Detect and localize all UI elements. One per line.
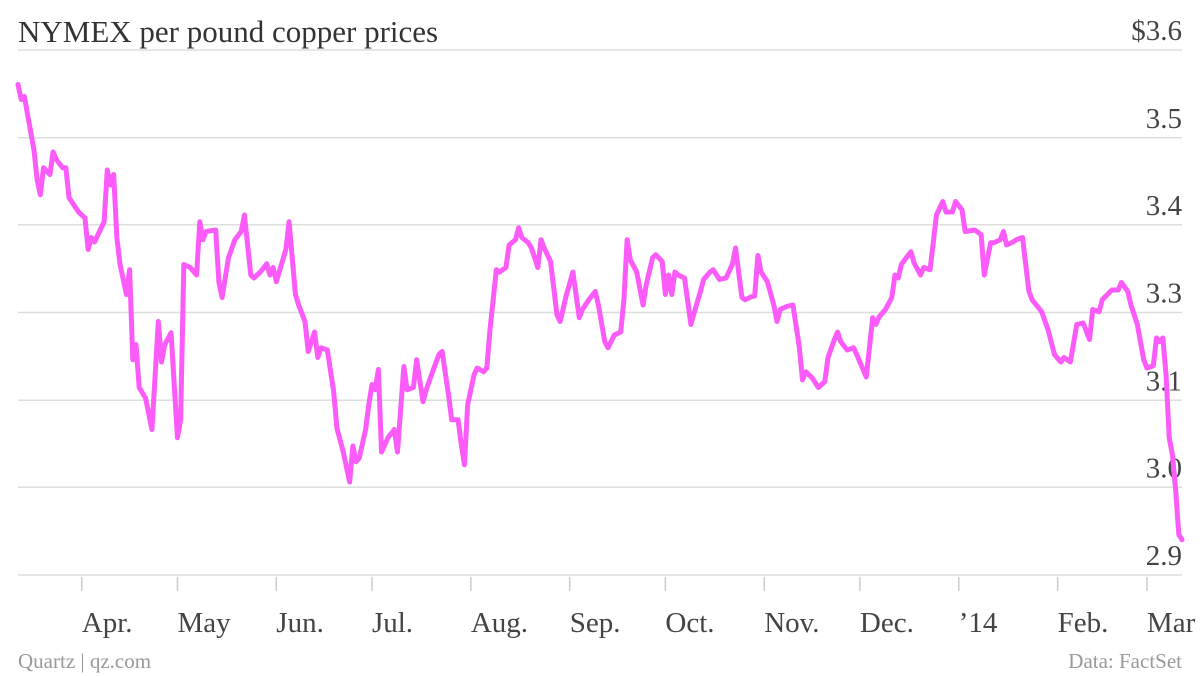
- chart-title: NYMEX per pound copper prices: [18, 14, 438, 49]
- x-tick-label: Feb.: [1058, 607, 1109, 639]
- y-tick-label: 3.5: [1146, 103, 1182, 135]
- x-tick-label: Jun.: [276, 607, 324, 639]
- y-tick-label: 2.9: [1146, 540, 1182, 572]
- source: Quartz | qz.com: [18, 649, 151, 673]
- x-tick-label: Jul.: [372, 607, 413, 639]
- y-tick-label: 3.3: [1146, 278, 1182, 310]
- x-tick-label: Aug.: [471, 607, 528, 639]
- x-tick-label: ’14: [959, 607, 998, 639]
- x-tick-label: Sep.: [570, 607, 621, 639]
- credit: Data: FactSet: [1068, 649, 1182, 673]
- x-tick-label: Dec.: [860, 607, 914, 639]
- x-tick-label: Mar: [1147, 607, 1196, 639]
- x-tick-label: Oct.: [665, 607, 714, 639]
- price-line: [15, 82, 1185, 543]
- x-tick-label: May: [177, 607, 231, 639]
- x-tick-label: Apr.: [82, 607, 133, 639]
- x-tick-label: Nov.: [764, 607, 819, 639]
- y-tick-label: 3.4: [1146, 190, 1183, 222]
- y-tick-label: $3.6: [1131, 15, 1182, 47]
